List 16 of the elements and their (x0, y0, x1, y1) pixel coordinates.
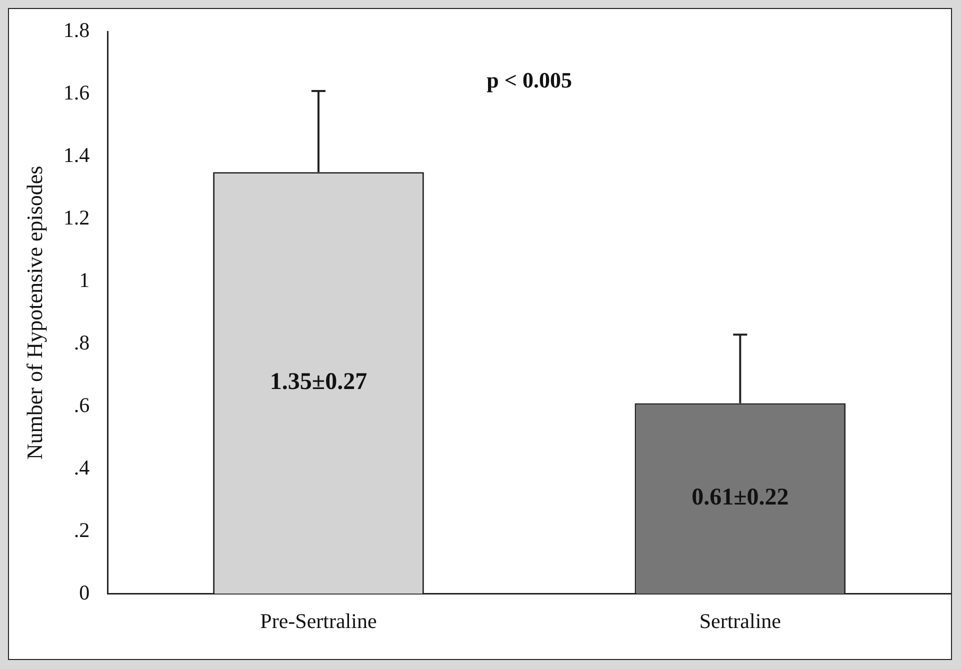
y-tick-label: .6 (74, 392, 90, 417)
y-tick-label: .4 (74, 455, 90, 480)
data-label: 0.61±0.22 (692, 484, 789, 511)
y-tick-label: 1.2 (63, 206, 90, 230)
y-tick-label: .2 (74, 518, 90, 542)
x-tick-label: Pre-Sertraline (260, 608, 377, 633)
y-tick-label: 1 (79, 268, 90, 292)
x-tick-label: Sertraline (699, 608, 781, 633)
y-axis-title: Number of Hypotensive episodes (22, 166, 47, 460)
data-label: 1.35±0.27 (270, 369, 368, 396)
y-tick-label: .8 (74, 330, 90, 354)
y-tick-label: 0 (79, 580, 90, 604)
y-tick-label: 1.4 (63, 143, 90, 168)
annotation: p < 0.005 (486, 67, 572, 92)
y-tick-label: 1.6 (63, 80, 90, 105)
y-tick-label: 1.8 (63, 18, 90, 42)
